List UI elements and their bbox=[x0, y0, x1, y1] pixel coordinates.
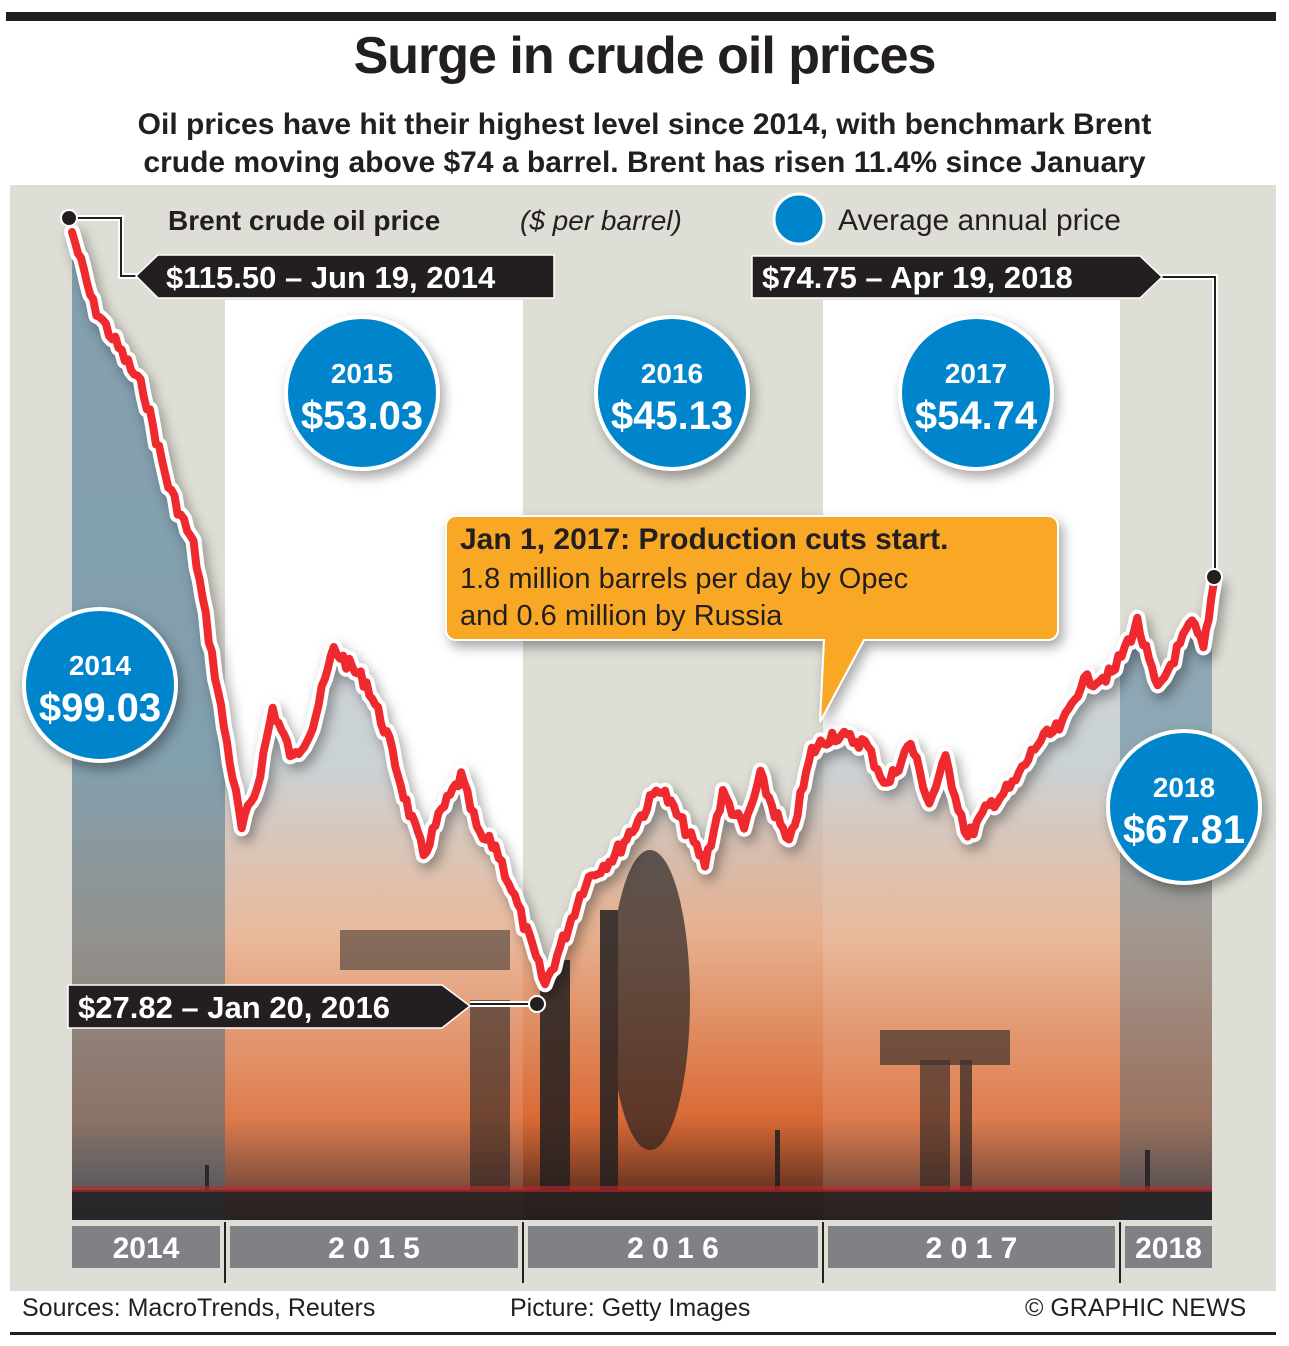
year-label: 2 0 1 5 bbox=[328, 1232, 420, 1265]
avg-bubble-value: $54.74 bbox=[915, 394, 1038, 438]
sources-note: Sources: MacroTrends, Reuters bbox=[22, 1294, 376, 1322]
page-title: Surge in crude oil prices bbox=[353, 27, 937, 85]
avg-bubble-2016: 2016 $45.13 bbox=[594, 315, 750, 471]
annotation-low: $27.82 – Jan 20, 2016 bbox=[67, 984, 546, 1029]
avg-bubble-year: 2016 bbox=[641, 358, 703, 389]
avg-bubble-year: 2017 bbox=[945, 358, 1007, 389]
year-band bbox=[230, 1226, 518, 1268]
callout-line-2: and 0.6 million by Russia bbox=[460, 600, 783, 632]
bottom-rule bbox=[10, 1332, 1276, 1335]
legend-series-unit: ($ per barrel) bbox=[520, 205, 682, 236]
avg-bubble-circle bbox=[898, 315, 1054, 471]
annual-average-bubbles: 2014 $99.03 2015 $53.03 2016 $45.13 2017 $54.74… bbox=[22, 315, 1262, 885]
subtitle: Oil prices have hit their highest level … bbox=[0, 106, 1289, 182]
avg-bubble-circle bbox=[1106, 729, 1262, 885]
production-cuts-callout bbox=[445, 515, 1059, 723]
subtitle-line-2: crude moving above $74 a barrel. Brent h… bbox=[143, 146, 1146, 179]
year-label: 2014 bbox=[113, 1232, 180, 1265]
latest-label: $74.75 – Apr 19, 2018 bbox=[762, 260, 1073, 295]
latest-marker bbox=[1205, 568, 1223, 586]
high-label: $115.50 – Jun 19, 2014 bbox=[166, 260, 496, 295]
annotation-latest: $74.75 – Apr 19, 2018 bbox=[751, 255, 1223, 586]
price-line bbox=[68, 228, 1218, 989]
year-band bbox=[72, 1226, 220, 1268]
avg-bubble-value: $67.81 bbox=[1123, 808, 1245, 852]
year-band bbox=[828, 1226, 1115, 1268]
avg-bubble-2015: 2015 $53.03 bbox=[284, 315, 440, 471]
avg-bubble-circle bbox=[284, 315, 440, 471]
legend-bubble-label: Average annual price bbox=[838, 204, 1121, 237]
avg-bubble-value: $99.03 bbox=[39, 686, 161, 730]
avg-bubble-circle bbox=[22, 607, 178, 763]
avg-bubble-2017: 2017 $54.74 bbox=[898, 315, 1054, 471]
price-line-group bbox=[64, 224, 1222, 993]
avg-bubble-year: 2014 bbox=[69, 650, 132, 681]
avg-bubble-year: 2018 bbox=[1153, 772, 1215, 803]
high-marker bbox=[60, 209, 78, 227]
low-label: $27.82 – Jan 20, 2016 bbox=[78, 990, 390, 1025]
avg-bubble-year: 2015 bbox=[331, 358, 393, 389]
avg-bubble-value: $45.13 bbox=[611, 394, 733, 438]
avg-bubble-2018: 2018 $67.81 bbox=[1106, 729, 1262, 885]
low-marker bbox=[528, 995, 546, 1013]
avg-bubble-circle bbox=[594, 315, 750, 471]
copyright: © GRAPHIC NEWS bbox=[1025, 1294, 1247, 1322]
year-label: 2 0 1 6 bbox=[627, 1232, 719, 1265]
legend-series-label: Brent crude oil price bbox=[168, 205, 440, 236]
annotation-high: $115.50 – Jun 19, 2014 bbox=[60, 209, 555, 299]
picture-credit: Picture: Getty Images bbox=[510, 1294, 751, 1322]
year-label: 2018 bbox=[1135, 1232, 1202, 1265]
top-rule bbox=[6, 12, 1276, 21]
year-band bbox=[1125, 1226, 1212, 1268]
callout-line-1: 1.8 million barrels per day by Opec bbox=[460, 563, 908, 595]
year-band bbox=[528, 1226, 818, 1268]
avg-bubble-2014: 2014 $99.03 bbox=[22, 607, 178, 763]
pumpjack-silhouettes bbox=[72, 850, 1212, 1220]
year-axis: 2014 2 0 1 5 2 0 1 6 2 0 1 7 2018 bbox=[72, 1222, 1212, 1283]
year-label: 2 0 1 7 bbox=[926, 1232, 1018, 1265]
subtitle-line-1: Oil prices have hit their highest level … bbox=[137, 108, 1152, 141]
avg-bubble-value: $53.03 bbox=[301, 394, 423, 438]
callout-title: Jan 1, 2017: Production cuts start. bbox=[460, 523, 948, 556]
legend-bubble-icon bbox=[772, 192, 826, 246]
